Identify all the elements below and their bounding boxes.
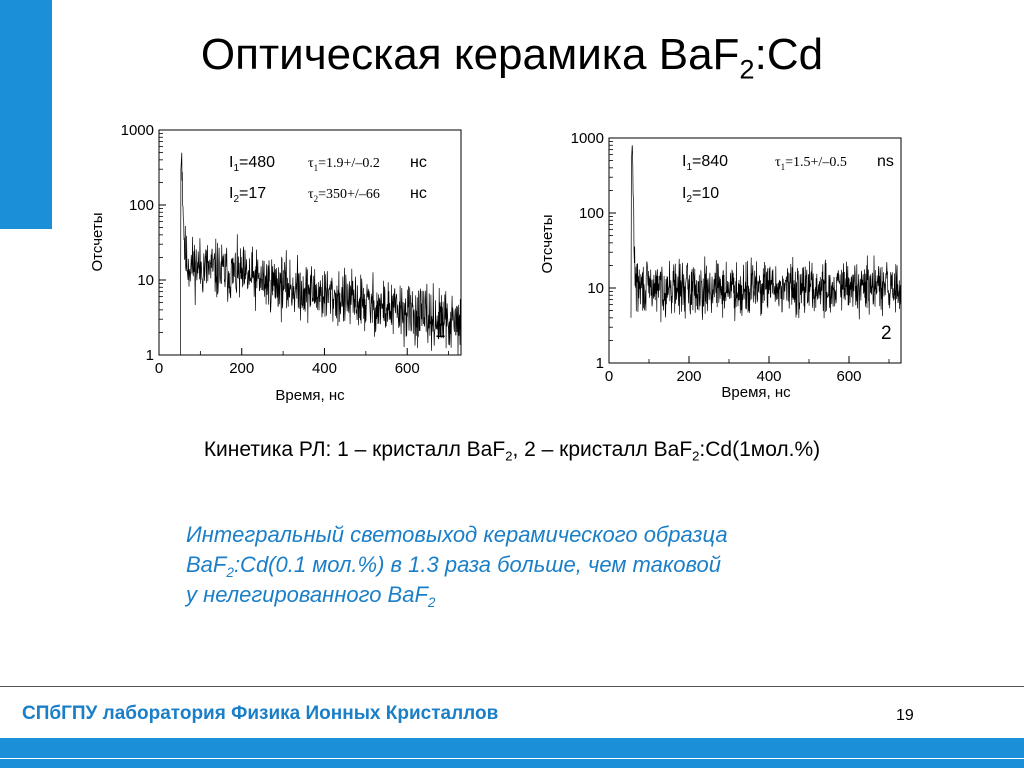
annotation-tau1: τ1=1.9+/–0.2 [308, 156, 380, 173]
y-tick-label: 1 [146, 347, 154, 364]
decay-curve-series [630, 145, 902, 323]
annotation-tau1: τ1=1.5+/–0.5 [775, 155, 847, 172]
slide-title: Оптическая керамика BaF2:Cd [200, 30, 824, 85]
panel-label: 2 [881, 323, 892, 344]
y-tick-label: 1 [596, 355, 604, 372]
note-line-3: у нелегированного BaF2 [186, 582, 436, 610]
x-axis-ticks: 0 200 400 600 [155, 348, 449, 377]
y-tick-label: 1000 [121, 122, 154, 139]
annotation-tau2-unit: нс [410, 185, 427, 202]
x-axis-title: Время, нс [275, 387, 345, 404]
highlight-note: Интегральный световыход керамического об… [186, 520, 846, 610]
x-tick-label: 0 [605, 368, 613, 385]
y-tick-label: 100 [129, 197, 154, 214]
x-tick-label: 600 [836, 368, 861, 385]
panel-label: 1 [435, 321, 446, 342]
figure-caption: Кинетика РЛ: 1 – кристалл BaF2, 2 – крис… [203, 438, 821, 464]
annotation-tau2: τ2=350+/–66 [308, 187, 380, 204]
y-axis-title: Отсчеты [89, 212, 106, 271]
annotation-i2: I2=17 [229, 185, 266, 205]
plot-frame [608, 137, 902, 364]
note-line-1: Интегральный световыход керамического об… [186, 522, 728, 547]
decay-curve-series [180, 152, 462, 356]
footer-divider [0, 686, 1024, 687]
x-tick-label: 200 [676, 368, 701, 385]
corner-accent-block [0, 0, 52, 229]
y-tick-label: 10 [137, 272, 154, 289]
y-axis-title: Отсчеты [539, 214, 556, 273]
footer-band-bottom [0, 759, 1024, 768]
y-tick-label: 1000 [571, 130, 604, 147]
x-tick-label: 0 [155, 360, 163, 377]
note-line-2: BaF2:Cd(0.1 мол.%) в 1.3 раза больше, че… [186, 552, 721, 580]
x-tick-label: 400 [756, 368, 781, 385]
annotation-i1: I1=480 [229, 154, 275, 174]
annotation-i2: I2=10 [682, 185, 719, 205]
x-tick-label: 200 [229, 360, 254, 377]
footer-organization: СПбГПУ лаборатория Физика Ионных Кристал… [22, 703, 499, 724]
x-tick-label: 400 [312, 360, 337, 377]
annotation-i1: I1=840 [682, 153, 728, 173]
x-axis-title: Время, нс [721, 384, 791, 401]
x-axis-ticks: 0 200 400 600 [605, 356, 890, 385]
x-tick-label: 600 [395, 360, 420, 377]
footer-band [0, 738, 1024, 758]
y-tick-label: 100 [579, 205, 604, 222]
y-axis-ticks: 1 10 100 1000 [121, 122, 166, 364]
page-number: 19 [896, 707, 914, 724]
annotation-tau1-unit: ns [877, 153, 894, 170]
y-tick-label: 10 [587, 280, 604, 297]
plot-frame [158, 129, 462, 356]
y-axis-ticks: 1 10 100 1000 [571, 130, 616, 372]
annotation-tau1-unit: нс [410, 154, 427, 171]
